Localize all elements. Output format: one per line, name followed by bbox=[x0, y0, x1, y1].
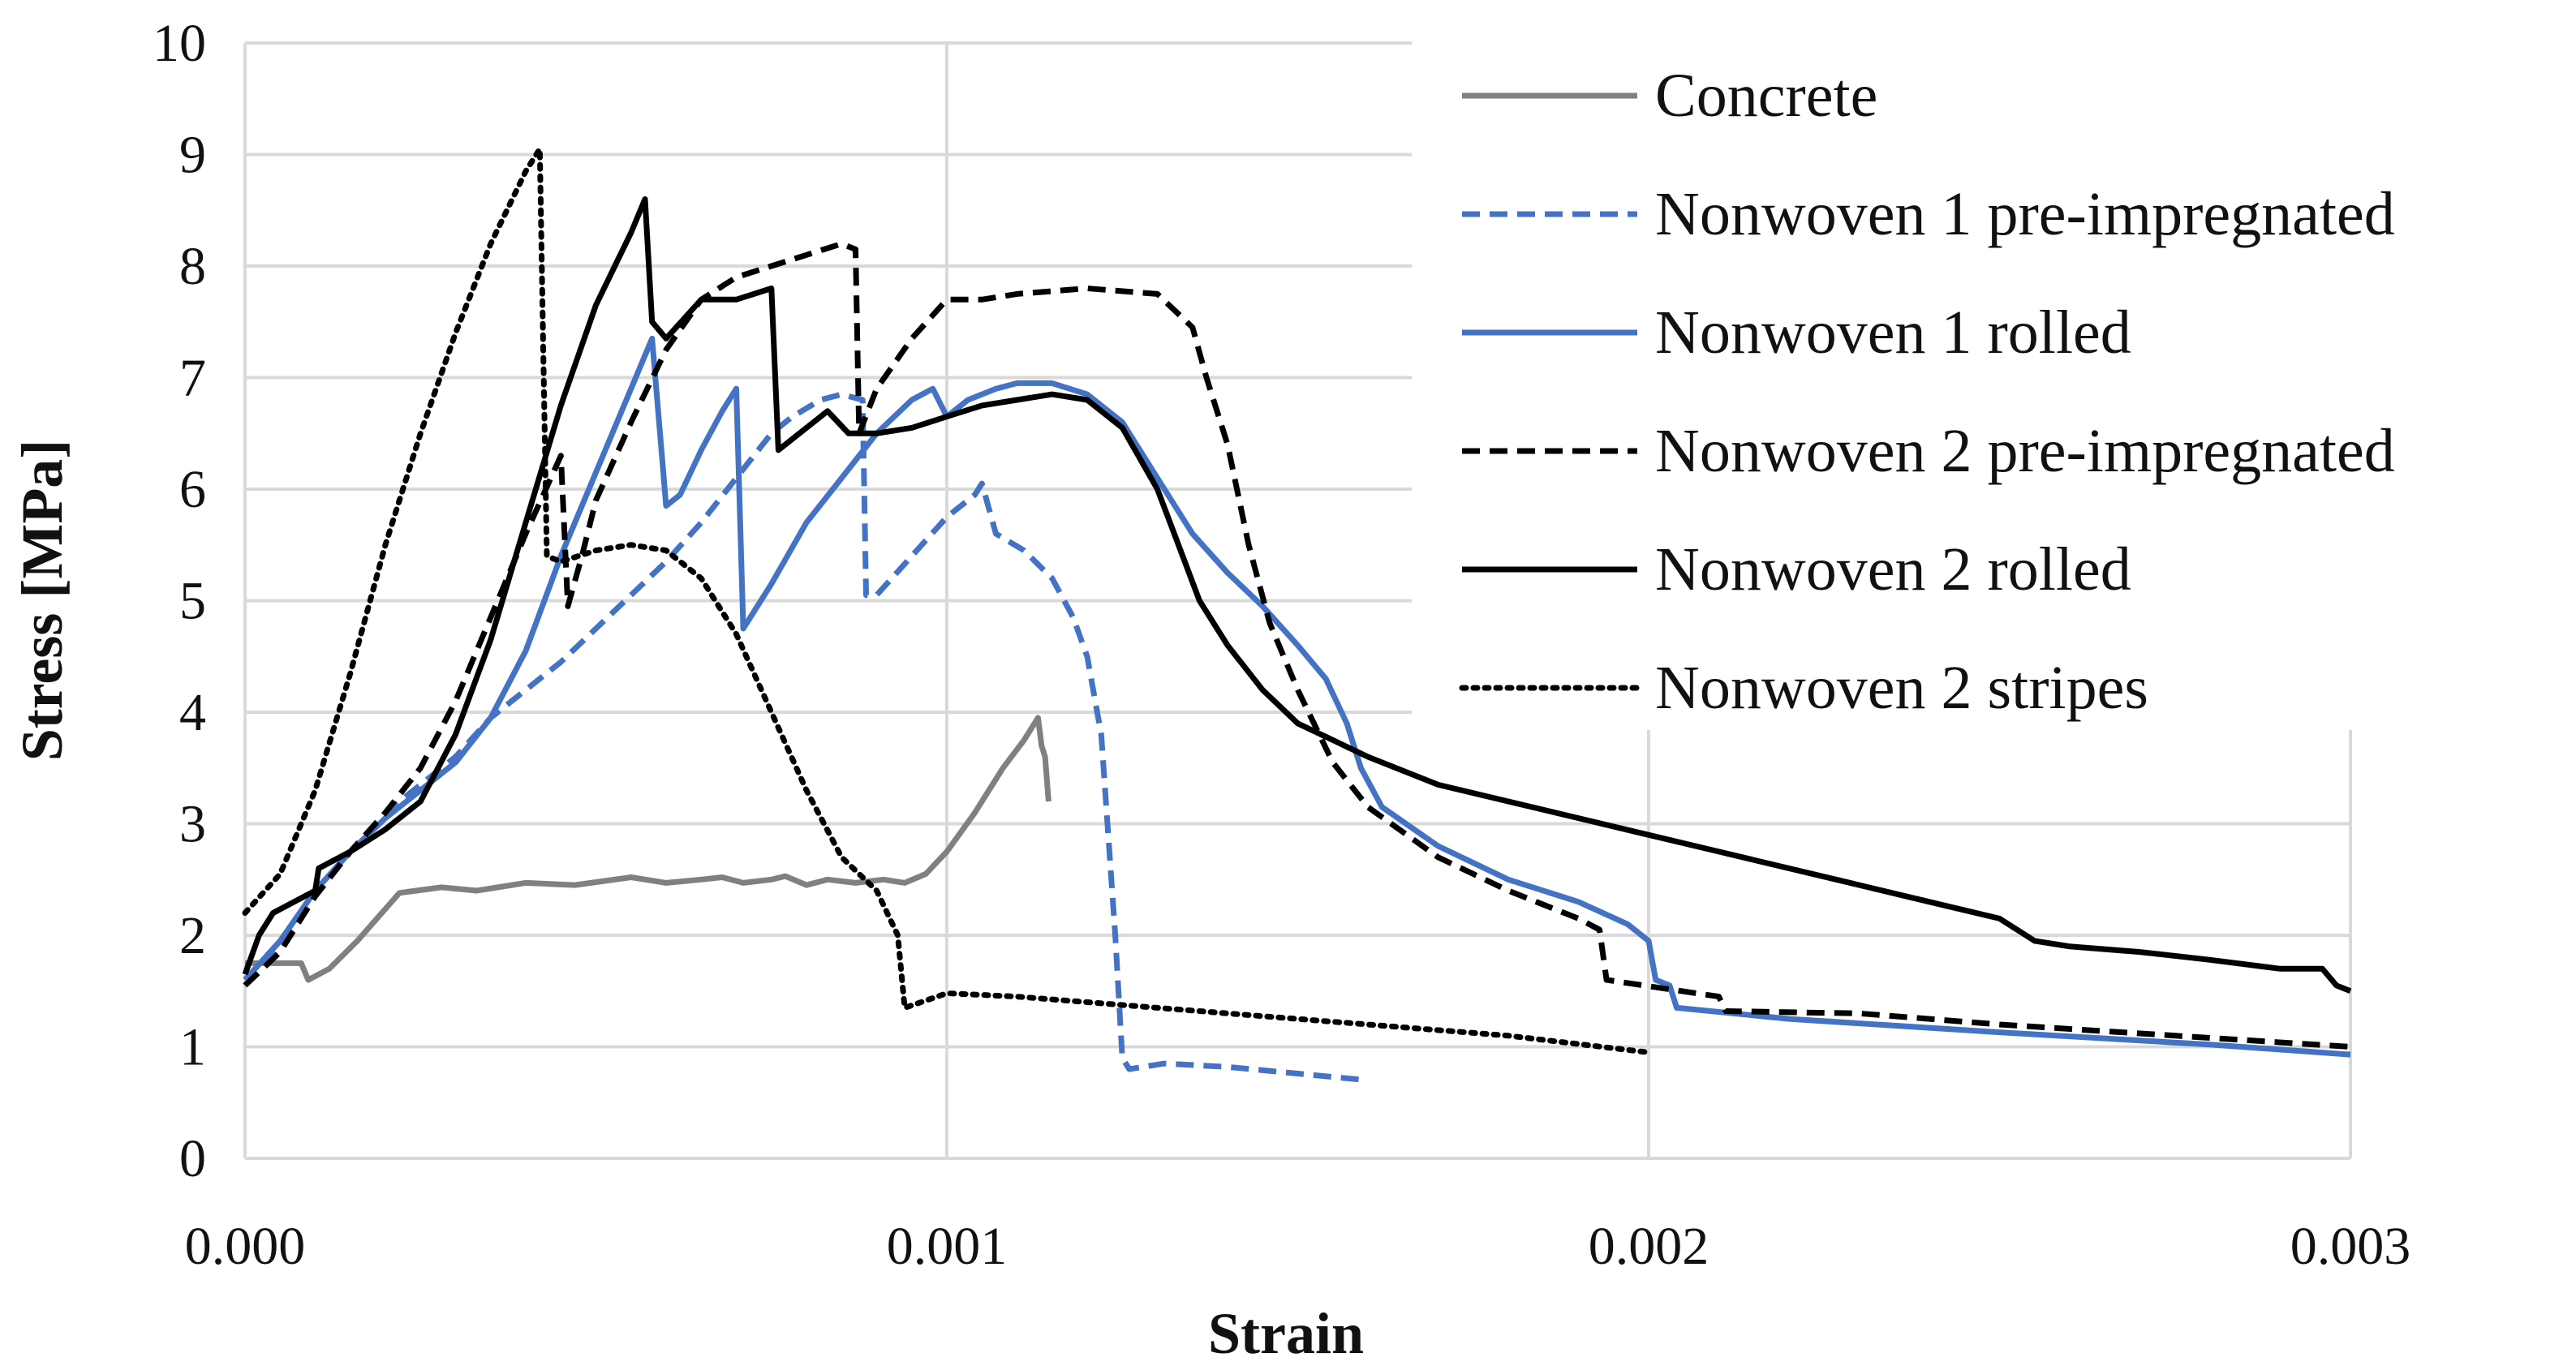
series-line-nonwoven-2-stripes bbox=[242, 146, 1652, 1055]
legend-label-nonwoven-2-pre-impregnated: Nonwoven 2 pre-impregnated bbox=[1655, 417, 2395, 485]
x-tick-label-0.002: 0.002 bbox=[1589, 1217, 1709, 1276]
series-lines bbox=[242, 146, 2352, 1084]
legend-label-nonwoven-2-stripes: Nonwoven 2 stripes bbox=[1655, 654, 2148, 722]
y-tick-label-6: 6 bbox=[179, 460, 206, 519]
legend-label-concrete: Concrete bbox=[1655, 62, 1877, 130]
x-axis-title: Strain bbox=[1208, 1301, 1364, 1366]
y-axis-title: Stress [MPa] bbox=[10, 440, 75, 762]
y-tick-label-5: 5 bbox=[179, 572, 206, 631]
legend: Concrete Nonwoven 1 pre-impregnated Nonwov… bbox=[1412, 32, 2564, 730]
series-line-concrete bbox=[245, 715, 1051, 983]
y-tick-label-9: 9 bbox=[179, 126, 206, 185]
legend-background bbox=[1412, 32, 2564, 730]
y-tick-label-8: 8 bbox=[179, 237, 206, 296]
legend-label-nonwoven-1-rolled: Nonwoven 1 rolled bbox=[1655, 299, 2131, 367]
series-line-nonwoven-1-pre-impregnated bbox=[243, 391, 1369, 1084]
y-tick-label-3: 3 bbox=[179, 795, 206, 854]
y-tick-label-1: 1 bbox=[179, 1018, 206, 1077]
y-tick-label-7: 7 bbox=[179, 349, 206, 408]
y-tick-label-4: 4 bbox=[179, 683, 206, 742]
legend-label-nonwoven-1-pre-impregnated: Nonwoven 1 pre-impregnated bbox=[1655, 180, 2395, 248]
y-tick-label-2: 2 bbox=[179, 906, 206, 965]
x-tick-label-0.001: 0.001 bbox=[887, 1217, 1008, 1276]
series-line-nonwoven-2-rolled bbox=[242, 196, 2352, 994]
x-tick-label-0.003: 0.003 bbox=[2290, 1217, 2411, 1276]
series-line-nonwoven-1-rolled bbox=[243, 335, 2351, 1058]
y-tick-label-10: 10 bbox=[153, 14, 206, 73]
y-tick-label-0: 0 bbox=[179, 1129, 206, 1188]
y-axis-tick-labels: 0 1 2 3 4 5 6 7 8 9 10 bbox=[153, 14, 206, 1188]
x-tick-label-0.000: 0.000 bbox=[185, 1217, 306, 1276]
x-axis-tick-labels: 0.000 0.001 0.002 0.003 bbox=[185, 1217, 2411, 1276]
legend-label-nonwoven-2-rolled: Nonwoven 2 rolled bbox=[1655, 535, 2131, 604]
